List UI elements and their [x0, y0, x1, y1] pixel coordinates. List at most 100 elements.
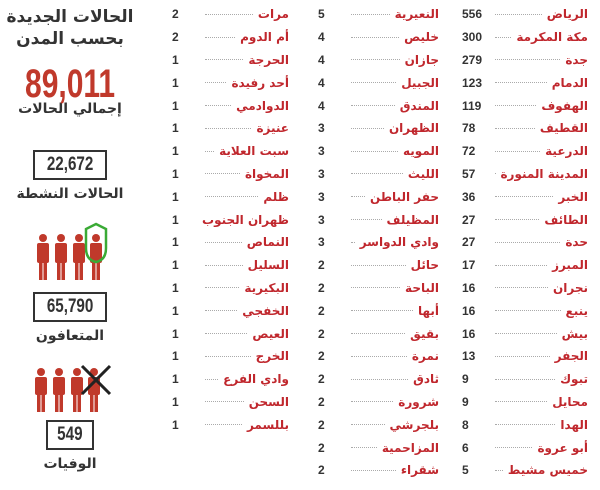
- city-name: الجفر: [554, 349, 588, 364]
- city-count: 2: [318, 326, 325, 341]
- city-name: حفر الباطن: [369, 189, 439, 204]
- city-count: 4: [318, 98, 325, 113]
- city-row: السليل 1: [172, 254, 289, 277]
- dotted-leader: [351, 401, 394, 403]
- dotted-leader: [205, 287, 240, 289]
- total-cases: 89,011 إجمالي الحالات: [0, 62, 140, 117]
- dotted-leader: [205, 36, 236, 38]
- city-name: الرياض: [546, 7, 588, 22]
- city-row: أحد رفيدة 1: [172, 71, 289, 94]
- dotted-leader: [495, 196, 554, 198]
- dotted-leader: [351, 424, 385, 426]
- dotted-leader: [495, 378, 556, 380]
- city-name: حدة: [565, 235, 588, 250]
- city-name: حائل: [410, 258, 439, 273]
- city-count: 9: [462, 394, 469, 409]
- city-name: مكة المكرمة: [516, 30, 588, 45]
- city-row: الدرعية 72: [462, 140, 588, 163]
- deaths-value: 549: [57, 424, 83, 445]
- city-name: أبها: [417, 303, 439, 318]
- city-row: الجبيل 4: [318, 71, 439, 94]
- city-count: 1: [172, 349, 179, 364]
- city-count: 5: [462, 463, 469, 478]
- dotted-leader: [205, 401, 244, 403]
- city-count: 3: [318, 144, 325, 159]
- dotted-leader: [205, 241, 242, 243]
- city-row: الباحة 2: [318, 277, 439, 300]
- city-row: بلجرشي 2: [318, 413, 439, 436]
- city-count: 1: [172, 372, 179, 387]
- city-column-3: مرات 2 أم الدوم 2 الحرجة 1 أحد رفيدة 1 الدوادمي 1…: [172, 3, 289, 483]
- city-name: الليث: [407, 166, 439, 181]
- city-row: النعيرية 5: [318, 3, 439, 26]
- city-row: الخبر 36: [462, 185, 588, 208]
- city-name: الظهران: [388, 121, 439, 136]
- city-row: العيص 1: [172, 322, 289, 345]
- city-count: 16: [462, 326, 476, 341]
- dotted-leader: [495, 59, 561, 61]
- city-row: القطيف 78: [462, 117, 588, 140]
- person-icon: [53, 368, 65, 412]
- city-count: 3: [318, 121, 325, 136]
- city-count: 1: [172, 144, 179, 159]
- dotted-leader: [205, 378, 219, 380]
- city-row: المظيلف 3: [318, 208, 439, 231]
- city-row: البكيرية 1: [172, 277, 289, 300]
- city-name: عنيزة: [256, 121, 289, 136]
- city-count: 279: [462, 52, 483, 67]
- dotted-leader: [351, 310, 413, 312]
- city-row: الرياض 556: [462, 3, 588, 26]
- dotted-leader: [495, 355, 550, 357]
- person-icon: [55, 234, 67, 280]
- city-row: محايل 9: [462, 391, 588, 414]
- dotted-leader: [495, 219, 540, 221]
- active-cases-value: 22,672: [46, 154, 94, 175]
- city-count: 3: [318, 189, 325, 204]
- city-column-1: الرياض 556 مكة المكرمة 300 جدة 279 الدمام 123 ال…: [462, 3, 588, 483]
- city-name: نمرة: [411, 349, 439, 364]
- city-row: مكة المكرمة 300: [462, 26, 588, 49]
- city-name: أم الدوم: [240, 30, 289, 45]
- city-count: 1: [172, 98, 179, 113]
- total-cases-value: 89,011: [24, 62, 116, 106]
- city-name: بقيق: [410, 326, 439, 341]
- person-icon: [37, 234, 49, 280]
- city-name: القطيف: [539, 121, 588, 136]
- dotted-leader: [495, 13, 542, 15]
- city-name: بيش: [561, 326, 588, 341]
- city-count: 78: [462, 121, 476, 136]
- dotted-leader: [351, 378, 409, 380]
- dotted-leader: [205, 59, 244, 61]
- city-row: حدة 27: [462, 231, 588, 254]
- city-count: 2: [318, 303, 325, 318]
- dotted-leader: [351, 469, 396, 471]
- city-row: ظهران الجنوب 1: [172, 208, 289, 231]
- city-count: 1: [172, 417, 179, 432]
- city-name: المزاحمية: [381, 440, 439, 455]
- city-row: الجفر 13: [462, 345, 588, 368]
- city-row: الهفوف 119: [462, 94, 588, 117]
- city-row: شرورة 2: [318, 391, 439, 414]
- city-count: 1: [172, 258, 179, 273]
- city-row: خميس مشيط 5: [462, 459, 588, 482]
- dotted-leader: [495, 310, 561, 312]
- city-count: 5: [318, 7, 325, 22]
- city-count: 1: [172, 235, 179, 250]
- city-row: الخفجي 1: [172, 299, 289, 322]
- dotted-leader: [495, 36, 512, 38]
- page-title: الحالات الجديدة بحسب المدن: [0, 6, 140, 50]
- city-row: وادي الدواسر 3: [318, 231, 439, 254]
- city-name: العيص: [252, 326, 289, 341]
- city-name: المظيلف: [386, 212, 439, 227]
- recovered-people-icon: [37, 222, 108, 280]
- city-row: نجران 16: [462, 277, 588, 300]
- city-count: 556: [462, 7, 483, 22]
- city-row: بللسمر 1: [172, 413, 289, 436]
- city-name: ينبع: [565, 303, 589, 318]
- city-count: 2: [318, 440, 325, 455]
- city-name: المويه: [403, 144, 439, 159]
- city-row: تبوك 9: [462, 368, 588, 391]
- dotted-leader: [205, 150, 215, 152]
- person-icon: [35, 368, 47, 412]
- city-name: ظلم: [263, 189, 289, 204]
